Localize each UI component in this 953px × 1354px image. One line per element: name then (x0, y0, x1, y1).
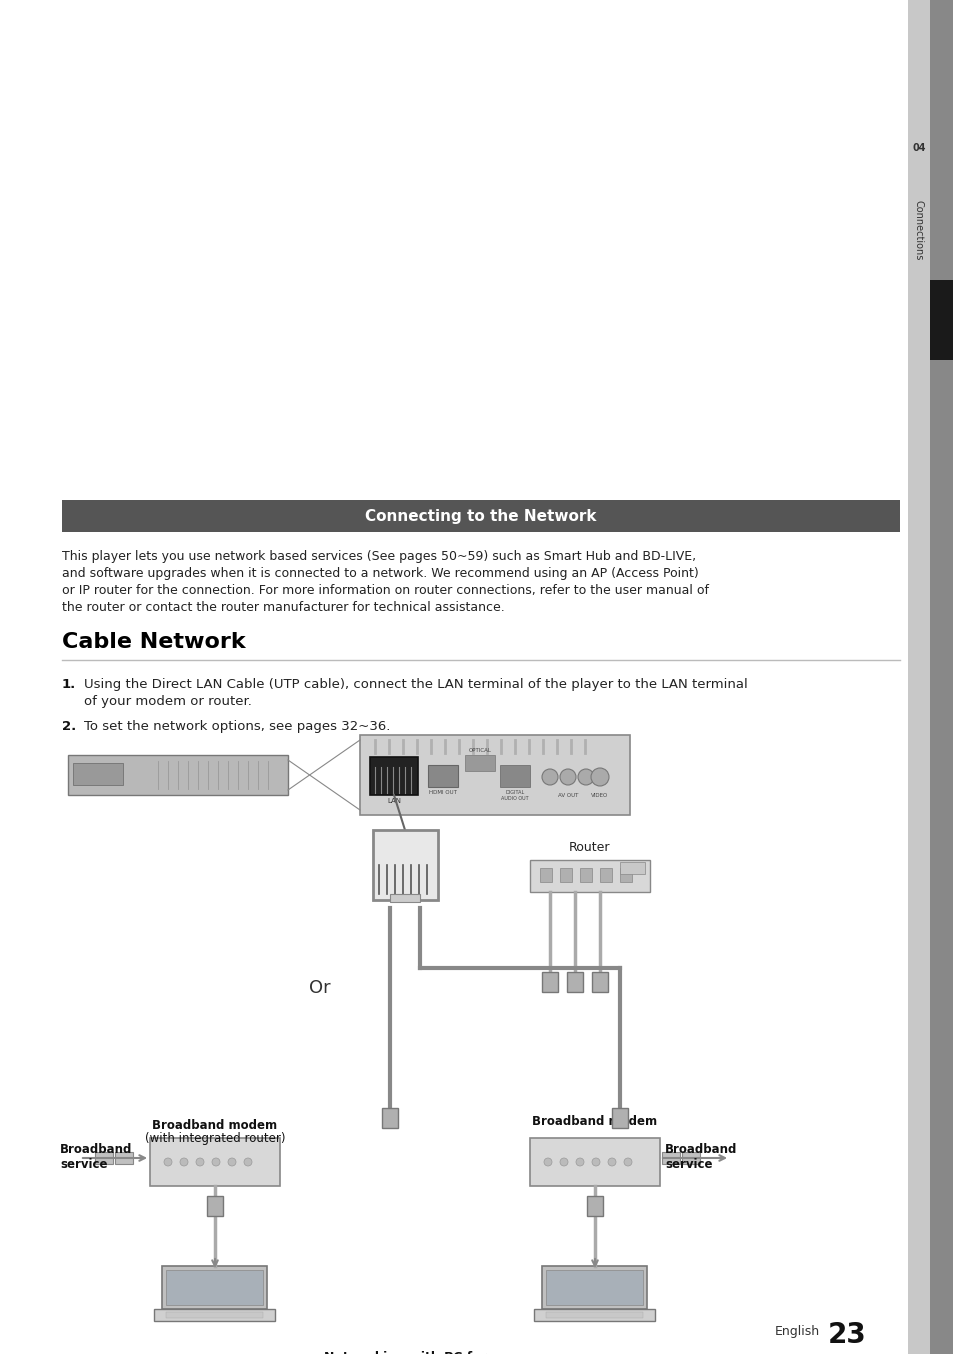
Text: Broadband modem: Broadband modem (532, 1114, 657, 1128)
Circle shape (559, 769, 576, 785)
Circle shape (592, 1158, 599, 1166)
Circle shape (195, 1158, 204, 1166)
Text: To set the network options, see pages 32~36.: To set the network options, see pages 32… (84, 720, 390, 733)
Bar (207, 1196, 223, 1216)
Bar (579, 868, 592, 881)
Bar (681, 1152, 700, 1164)
Text: VIDEO: VIDEO (591, 793, 608, 798)
Circle shape (244, 1158, 252, 1166)
Bar (499, 765, 530, 787)
Text: Connecting to the Network: Connecting to the Network (365, 509, 597, 524)
Bar (530, 1137, 659, 1186)
Bar (73, 764, 123, 785)
Bar (530, 860, 649, 892)
Bar (619, 868, 631, 881)
Text: Broadband modem: Broadband modem (152, 1118, 277, 1132)
Circle shape (541, 769, 558, 785)
Bar (154, 1309, 275, 1322)
Bar (546, 1270, 643, 1305)
Circle shape (164, 1158, 172, 1166)
Bar (619, 862, 644, 873)
Bar (359, 735, 629, 815)
Text: Broadband
service: Broadband service (60, 1143, 132, 1171)
Bar (150, 1137, 280, 1186)
Bar (929, 280, 953, 360)
Bar (542, 1266, 647, 1309)
Circle shape (180, 1158, 188, 1166)
Bar (559, 868, 572, 881)
Bar (62, 500, 899, 532)
Text: Or: Or (309, 979, 331, 997)
Text: AV OUT: AV OUT (558, 793, 578, 798)
Bar (464, 756, 495, 770)
Text: Broadband
service: Broadband service (664, 1143, 737, 1171)
Text: This player lets you use network based services (See pages 50~59) such as Smart : This player lets you use network based s… (62, 550, 696, 563)
Bar (370, 757, 417, 795)
Bar (390, 894, 419, 902)
Text: the router or contact the router manufacturer for technical assistance.: the router or contact the router manufac… (62, 601, 504, 613)
Text: and software upgrades when it is connected to a network. We recommend using an A: and software upgrades when it is connect… (62, 567, 698, 580)
Text: of your modem or router.: of your modem or router. (84, 695, 252, 708)
Text: (with integrated router): (with integrated router) (145, 1132, 285, 1145)
Bar (167, 1270, 263, 1305)
Bar (381, 1108, 397, 1128)
Text: English: English (774, 1326, 820, 1338)
Bar (68, 756, 288, 795)
Bar (373, 830, 437, 900)
Circle shape (578, 769, 594, 785)
Bar (115, 1152, 132, 1164)
Bar (599, 868, 612, 881)
Bar (661, 1152, 679, 1164)
Bar (929, 0, 953, 1354)
Text: Cable Network: Cable Network (62, 632, 245, 653)
Circle shape (212, 1158, 220, 1166)
Text: LAN: LAN (387, 798, 400, 804)
Circle shape (590, 768, 608, 787)
Text: 2.: 2. (62, 720, 76, 733)
Bar (539, 868, 552, 881)
Circle shape (543, 1158, 552, 1166)
Bar (167, 1312, 263, 1317)
Text: 23: 23 (827, 1322, 866, 1349)
Bar (907, 0, 953, 1354)
Text: HDMI OUT: HDMI OUT (429, 789, 456, 795)
Bar (546, 1312, 643, 1317)
Circle shape (228, 1158, 235, 1166)
Bar (541, 972, 558, 992)
Bar (586, 1196, 602, 1216)
Text: or IP router for the connection. For more information on router connections, ref: or IP router for the connection. For mor… (62, 584, 708, 597)
Text: 04: 04 (911, 144, 924, 153)
Bar (95, 1152, 112, 1164)
Circle shape (576, 1158, 583, 1166)
Text: OPTICAL: OPTICAL (468, 747, 491, 753)
Bar (162, 1266, 267, 1309)
Text: DIGITAL
AUDIO OUT: DIGITAL AUDIO OUT (500, 789, 528, 800)
Circle shape (559, 1158, 567, 1166)
Text: Using the Direct LAN Cable (UTP cable), connect the LAN terminal of the player t: Using the Direct LAN Cable (UTP cable), … (84, 678, 747, 691)
Bar (534, 1309, 655, 1322)
Bar (592, 972, 607, 992)
Bar (612, 1108, 627, 1128)
Text: Connections: Connections (913, 200, 923, 260)
Bar (428, 765, 457, 787)
Bar (566, 972, 582, 992)
Circle shape (607, 1158, 616, 1166)
Text: Networking with PC for
AllShare function: Networking with PC for AllShare function (323, 1351, 486, 1354)
Circle shape (623, 1158, 631, 1166)
Text: Router: Router (569, 841, 610, 854)
Text: 1.: 1. (62, 678, 76, 691)
